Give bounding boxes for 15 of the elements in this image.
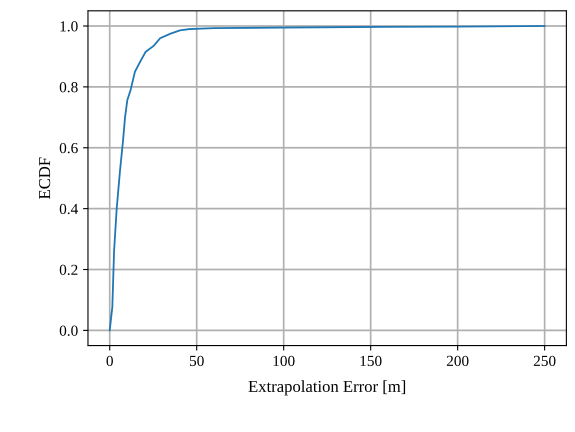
y-tick-label: 0.2 bbox=[60, 264, 78, 276]
x-tick-label: 0 bbox=[106, 356, 113, 366]
x-tick-label: 100 bbox=[274, 356, 295, 366]
y-tick-label: 1.0 bbox=[60, 21, 78, 32]
x-tick-label: 250 bbox=[534, 356, 556, 366]
x-axis-title: Extrapolation Error [m] bbox=[248, 380, 406, 396]
y-axis-title: ECDF bbox=[39, 158, 50, 200]
x-tick-label: 200 bbox=[446, 356, 469, 366]
y-tick-label: 0.4 bbox=[60, 204, 78, 214]
line-series bbox=[108, 25, 546, 332]
y-tick-label: 0.0 bbox=[60, 326, 78, 336]
x-tick-label: 50 bbox=[190, 356, 204, 366]
y-tick-label: 0.8 bbox=[60, 82, 78, 92]
y-tick-label: 0.6 bbox=[60, 142, 78, 154]
x-tick-label: 150 bbox=[360, 356, 382, 366]
